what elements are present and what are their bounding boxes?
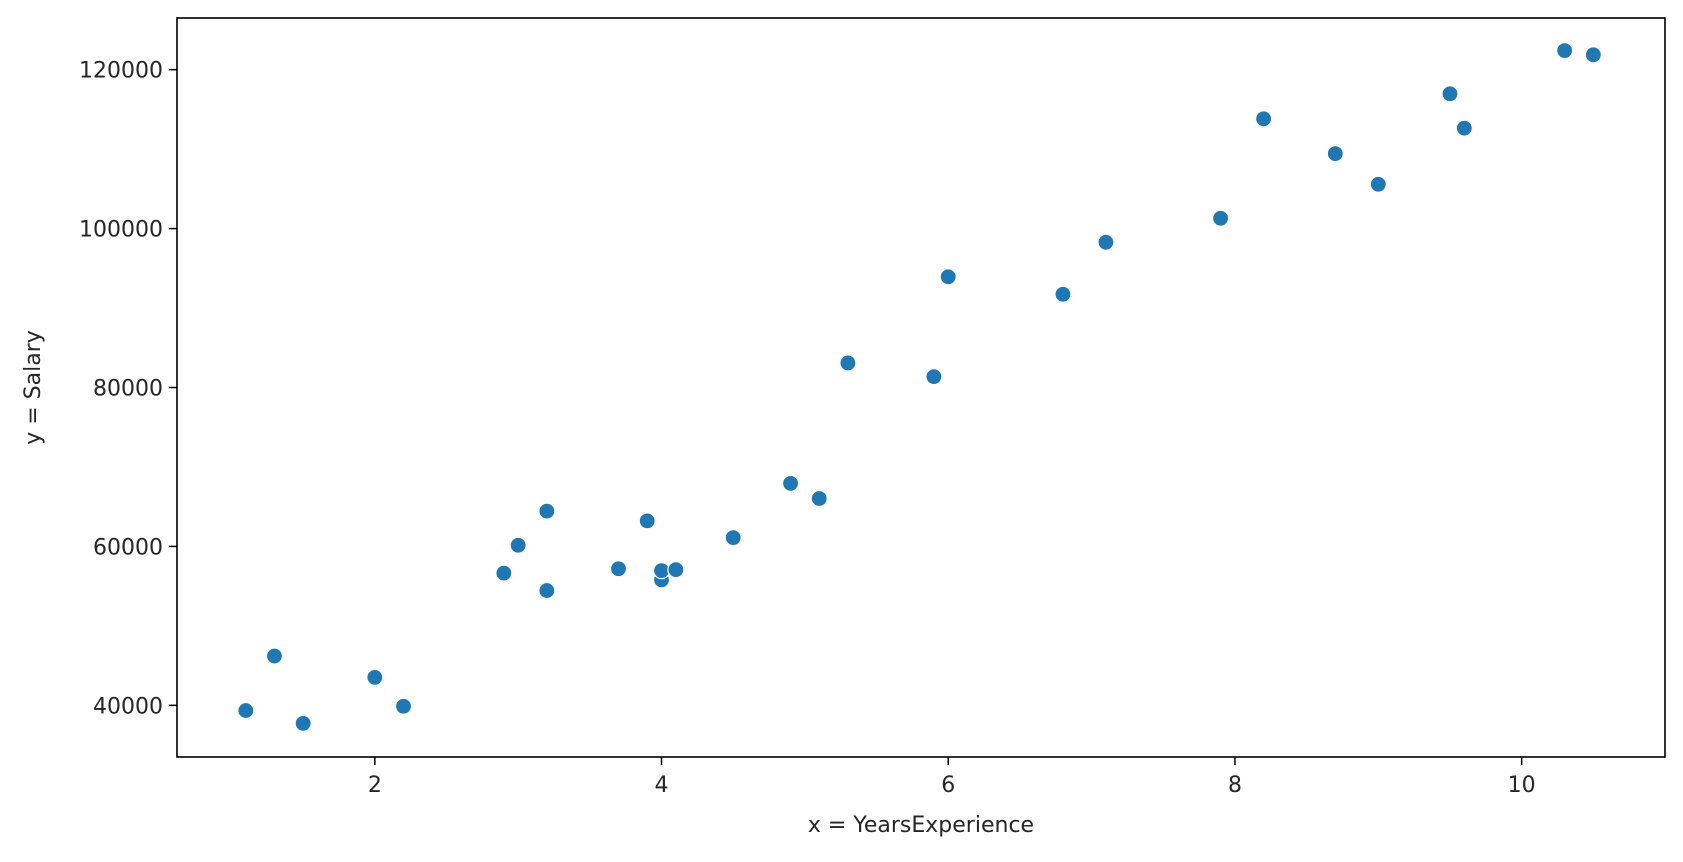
data-point-20 (939, 268, 957, 286)
data-point-6 (495, 564, 513, 582)
data-point-4 (366, 668, 384, 686)
data-point-8 (538, 581, 556, 600)
data-point-29 (1556, 42, 1574, 60)
y-axis-ticks: 40000 60000 80000 100000 120000 (79, 59, 177, 719)
y-tick-label: 40000 (93, 694, 163, 719)
data-point-5 (394, 697, 413, 715)
y-tick-label: 60000 (93, 535, 163, 560)
data-point-30 (1584, 46, 1602, 64)
data-point-3 (294, 714, 312, 732)
x-tick-label: 8 (1228, 773, 1242, 798)
data-point-13 (652, 562, 671, 580)
data-point-26 (1369, 175, 1387, 193)
data-point-27 (1441, 85, 1459, 103)
data-point-17 (810, 489, 828, 508)
y-tick-label: 120000 (79, 59, 163, 84)
x-axis-ticks: 2 4 6 8 10 (368, 757, 1536, 798)
data-point-16 (781, 474, 800, 492)
data-point-2 (265, 647, 284, 665)
y-tick-label: 100000 (79, 218, 163, 243)
data-point-21 (1054, 285, 1072, 303)
x-tick-label: 2 (368, 773, 382, 798)
data-point-1 (237, 701, 255, 720)
data-point-15 (724, 528, 742, 547)
x-axis-label: x = YearsExperience (808, 813, 1034, 838)
data-point-22 (1097, 233, 1115, 251)
y-tick-label: 80000 (93, 377, 163, 402)
data-point-9 (538, 502, 556, 520)
x-tick-label: 6 (941, 773, 955, 798)
data-points-layer (237, 42, 1602, 732)
data-point-28 (1455, 119, 1473, 137)
data-point-25 (1326, 145, 1344, 163)
data-point-11 (638, 512, 656, 530)
y-axis-label: y = Salary (21, 330, 46, 445)
x-tick-label: 10 (1508, 773, 1536, 798)
data-point-18 (839, 354, 857, 372)
data-point-7 (509, 536, 527, 554)
data-point-23 (1212, 209, 1230, 227)
data-point-10 (609, 560, 628, 578)
data-point-24 (1255, 110, 1273, 128)
data-point-19 (925, 368, 943, 386)
data-point-14 (667, 561, 685, 579)
x-tick-label: 4 (655, 773, 669, 798)
